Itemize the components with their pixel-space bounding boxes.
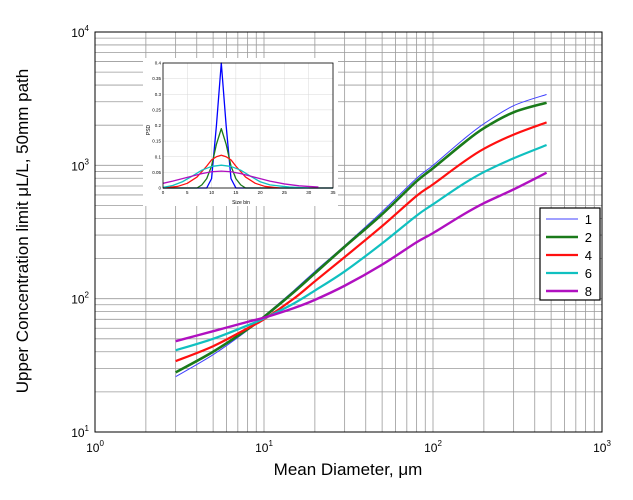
inset-y-tick-label: 0.15 bbox=[152, 139, 161, 144]
inset-plot-frame bbox=[162, 62, 334, 189]
inset-y-tick-label: 0.3 bbox=[155, 92, 162, 97]
x-axis-label: Mean Diameter, μm bbox=[274, 460, 423, 479]
inset-y-axis-label: PSD bbox=[146, 124, 152, 135]
inset-x-tick-label: 35 bbox=[330, 190, 336, 195]
inset-x-tick-label: 25 bbox=[282, 190, 288, 195]
y-tick-label: 103 bbox=[71, 157, 89, 173]
legend: 1 2 4 6 8 bbox=[539, 207, 601, 301]
legend-label-1: 1 bbox=[585, 212, 592, 227]
series-line-4 bbox=[175, 121, 547, 363]
inset-x-tick-label: 10 bbox=[209, 190, 215, 195]
x-tick-label: 101 bbox=[255, 439, 273, 455]
y-axis-label: Upper Concentration limit μL/L, 50mm pat… bbox=[13, 69, 32, 393]
x-tick-label: 100 bbox=[86, 439, 104, 455]
y-tick-label: 104 bbox=[71, 24, 89, 40]
inset-series-line-2 bbox=[163, 127, 333, 189]
legend-label-2: 2 bbox=[585, 230, 592, 245]
inset-y-tick-label: 0.25 bbox=[152, 107, 161, 112]
inset-y-tick-label: 0.2 bbox=[155, 123, 162, 128]
inset-axis-ticks: 0 5 10 15 20 25 30 35 0 0.05 0.1 0.15 0.2 0.25 0.3 0.35… bbox=[152, 61, 336, 196]
inset-y-tick-label: 0.1 bbox=[155, 154, 162, 159]
inset-series-line-6 bbox=[162, 164, 309, 189]
inset-background bbox=[143, 58, 338, 206]
inset-x-tick-label: 30 bbox=[306, 190, 312, 195]
legend-label-4: 4 bbox=[585, 248, 592, 263]
inset-x-tick-label: 5 bbox=[186, 190, 189, 195]
inset-y-tick-label: 0.4 bbox=[155, 61, 162, 66]
inset-y-tick-label: 0.35 bbox=[152, 76, 161, 81]
main-plot-frame bbox=[94, 31, 603, 433]
series-line-6 bbox=[175, 144, 547, 352]
x-tick-label: 103 bbox=[593, 439, 611, 455]
legend-label-8: 8 bbox=[585, 284, 592, 299]
legend-label-6: 6 bbox=[585, 266, 592, 281]
series-line-8 bbox=[175, 171, 548, 343]
inset-y-tick-label: 0 bbox=[158, 186, 161, 191]
inset-y-tick-label: 0.05 bbox=[152, 170, 161, 175]
main-series bbox=[175, 93, 548, 378]
inset-x-tick-label: 20 bbox=[258, 190, 264, 195]
inset-x-axis-label: Size bin bbox=[232, 200, 250, 206]
inset-chart: 0 5 10 15 20 25 30 35 0 0.05 0.1 0.15 0.2 0.25 0.3 0.35… bbox=[143, 58, 338, 206]
inset-series-line-4 bbox=[162, 154, 280, 189]
x-tick-label: 102 bbox=[424, 439, 442, 455]
inset-x-tick-label: 0 bbox=[162, 190, 165, 195]
y-tick-label: 102 bbox=[71, 291, 89, 307]
inset-x-tick-label: 15 bbox=[233, 190, 239, 195]
inset-series-line-8 bbox=[162, 170, 319, 188]
y-tick-label: 101 bbox=[71, 424, 89, 440]
